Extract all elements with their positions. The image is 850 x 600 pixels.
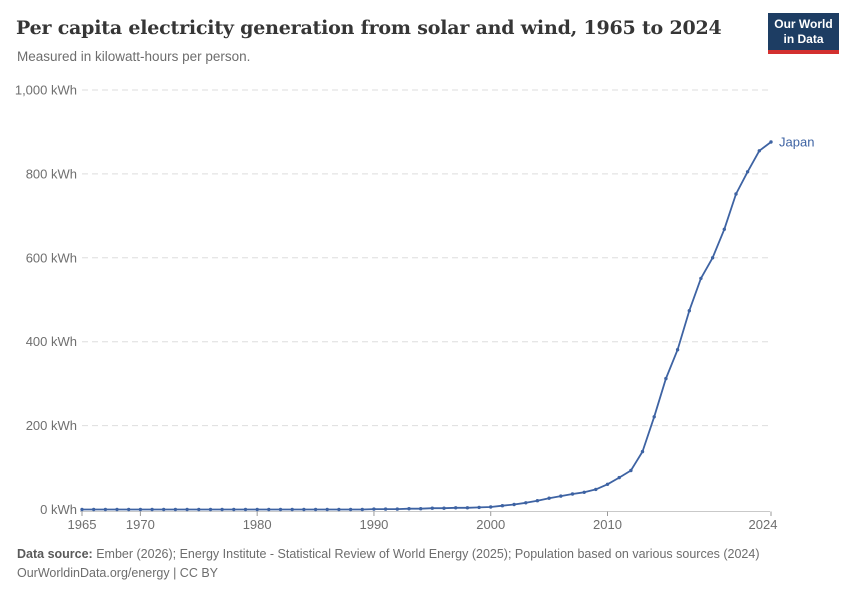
data-point — [360, 507, 364, 512]
y-tick-label: 0 kWh — [40, 502, 77, 517]
data-point — [419, 507, 423, 511]
data-point — [127, 507, 131, 512]
data-point — [710, 256, 715, 260]
data-point — [278, 507, 283, 512]
data-point — [103, 507, 108, 512]
data-point — [512, 502, 516, 507]
data-point — [757, 149, 761, 153]
data-point — [138, 507, 143, 512]
data-point — [722, 227, 726, 231]
page-title: Per capita electricity generation from s… — [16, 17, 722, 39]
data-point — [582, 490, 586, 494]
data-point — [570, 492, 575, 496]
data-point — [302, 507, 306, 512]
data-point — [430, 506, 434, 510]
page-subtitle: Measured in kilowatt-hours per person. — [17, 49, 251, 64]
data-point — [372, 507, 376, 511]
data-point — [313, 507, 318, 512]
data-point — [208, 507, 213, 512]
y-tick-label: 800 kWh — [26, 166, 77, 181]
footer-datasource: Data source: Ember (2026); Energy Instit… — [17, 545, 760, 564]
data-point — [605, 482, 610, 486]
data-point — [232, 507, 236, 512]
data-point — [699, 276, 703, 281]
data-point — [652, 415, 656, 419]
x-tick-label: 2024 — [749, 517, 778, 532]
datasource-label: Data source: — [17, 547, 93, 561]
data-point — [664, 376, 668, 381]
data-point — [640, 449, 645, 454]
data-point — [197, 507, 201, 512]
data-point — [734, 192, 738, 196]
data-point — [477, 505, 481, 510]
data-point — [559, 494, 563, 498]
data-point — [173, 507, 178, 512]
owid-logo-line2: in Data — [783, 32, 824, 46]
data-point — [115, 507, 119, 512]
x-tick-label: 2010 — [593, 517, 622, 532]
y-tick-label: 1,000 kWh — [15, 83, 77, 98]
y-tick-label: 400 kWh — [26, 334, 77, 349]
data-point — [454, 506, 458, 510]
chart-footer: Data source: Ember (2026); Energy Instit… — [17, 545, 760, 584]
data-point — [337, 507, 341, 512]
chart-canvas: 0 kWh 200 kWh 400 kWh 600 kWh 800 kWh 1,000 k… — [15, 83, 815, 533]
data-point — [442, 506, 446, 510]
x-tick-label: 1990 — [359, 517, 388, 532]
data-point — [383, 507, 388, 511]
data-point — [325, 507, 329, 512]
data-point — [220, 507, 224, 512]
data-point — [617, 475, 621, 480]
series-line-japan — [81, 141, 772, 511]
data-point — [243, 507, 248, 512]
data-point — [92, 507, 96, 512]
data-point — [255, 507, 259, 512]
data-point — [594, 487, 598, 492]
chart-area: 0 kWh 200 kWh 400 kWh 600 kWh 800 kWh 1,000 k… — [0, 80, 850, 540]
y-tick-label: 600 kWh — [26, 250, 77, 265]
datasource-text: Ember (2026); Energy Institute - Statist… — [92, 547, 760, 561]
data-point — [629, 468, 633, 473]
x-tick-label: 1980 — [243, 517, 272, 532]
data-point — [290, 507, 294, 512]
data-point — [524, 501, 528, 505]
data-point — [465, 506, 470, 510]
series-end-label: Japan — [779, 135, 814, 150]
data-point — [80, 507, 84, 512]
owid-logo-box: Our World in Data — [768, 13, 839, 50]
owid-logo: Our World in Data — [768, 13, 839, 54]
footer-license: OurWorldinData.org/energy | CC BY — [17, 566, 219, 581]
data-point — [150, 507, 154, 512]
data-point — [407, 507, 411, 511]
data-point — [395, 507, 399, 511]
x-tick-label: 2000 — [476, 517, 505, 532]
data-point — [185, 507, 189, 512]
y-tick-label: 200 kWh — [26, 418, 77, 433]
x-tick-label: 1965 — [68, 517, 97, 532]
x-tick-label: 1970 — [126, 517, 155, 532]
data-point — [769, 140, 773, 144]
data-point — [675, 348, 680, 352]
data-point — [687, 309, 691, 313]
data-point — [348, 507, 353, 512]
data-point — [535, 499, 540, 503]
data-point — [489, 505, 493, 509]
data-point — [162, 507, 166, 512]
data-point — [547, 496, 551, 500]
owid-logo-line1: Our World — [774, 17, 833, 31]
data-point — [745, 170, 750, 174]
owid-logo-accent-bar — [768, 50, 839, 54]
data-point — [267, 507, 271, 512]
data-point — [500, 504, 505, 508]
